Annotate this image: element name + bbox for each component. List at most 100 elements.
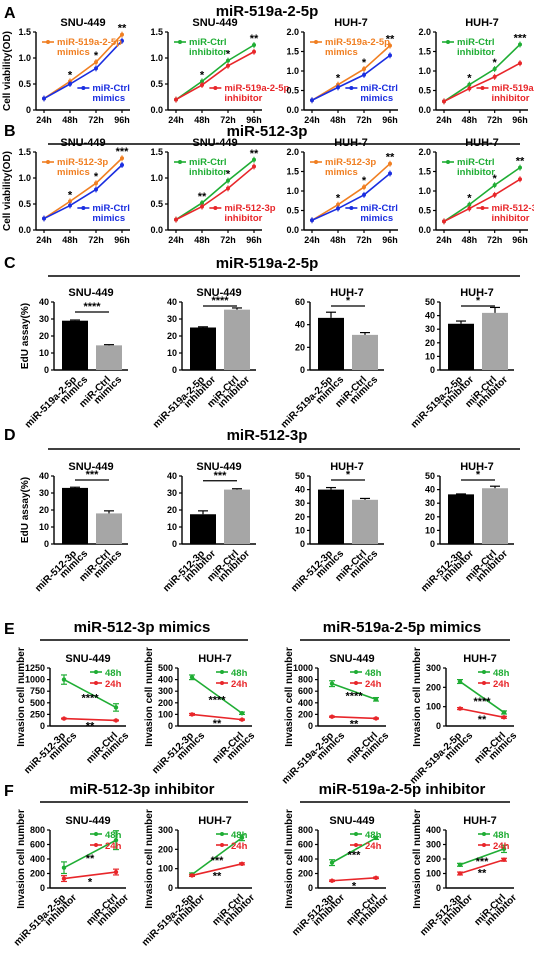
data-point [501, 710, 507, 715]
y-tick-label: 50 [425, 471, 435, 481]
y-tick-label: 10 [167, 348, 177, 358]
series-line [311, 172, 391, 221]
legend-marker [482, 681, 486, 685]
y-tick-label: 30 [39, 314, 49, 324]
y-tick-label: 200 [426, 854, 441, 864]
legend-label: inhibitor [457, 47, 495, 58]
series-line [175, 44, 255, 101]
panel-d-title: miR-512-3p [227, 427, 308, 444]
series-line [63, 839, 117, 869]
y-axis-label: Cell viability(OD) [2, 31, 13, 111]
y-axis-label: Invasion cell number [284, 647, 295, 747]
bar [96, 513, 122, 544]
legend-label: 24h [231, 841, 248, 852]
data-point [252, 164, 256, 169]
data-point [120, 38, 124, 43]
y-tick-label: 400 [30, 854, 45, 864]
y-tick-label: 20 [167, 331, 177, 341]
data-point [239, 717, 245, 722]
data-point [336, 202, 340, 207]
series-line [443, 62, 521, 103]
y-tick-label: 0.0 [150, 105, 163, 115]
legend-marker [354, 832, 358, 836]
significance-label: ** [213, 718, 222, 730]
data-point [252, 157, 256, 162]
legend-label: 48h [493, 830, 510, 841]
y-tick-label: 1.0 [286, 186, 299, 196]
y-tick-label: 30 [167, 314, 177, 324]
panel-b-title: miR-512-3p [227, 123, 308, 140]
x-tick-label: 48h [62, 115, 78, 125]
data-point [226, 58, 230, 63]
chart-title: HUH-7 [198, 653, 232, 665]
legend-label: mimics [325, 167, 358, 178]
y-tick-label: 0.5 [18, 199, 31, 209]
y-axis-label: Invasion cell number [412, 809, 423, 909]
data-point [94, 60, 98, 65]
significance-label: * [94, 50, 99, 62]
y-tick-label: 1.0 [150, 53, 163, 63]
legend-label: 48h [493, 668, 510, 679]
data-point [68, 82, 72, 86]
y-tick-label: 0.5 [18, 79, 31, 89]
significance-label: ** [478, 714, 487, 726]
series-line [311, 54, 391, 101]
y-tick-label: 100 [426, 702, 441, 712]
panel-letter-e: E [4, 621, 15, 638]
series-line [331, 715, 377, 720]
data-point [252, 49, 256, 54]
legend-marker [94, 843, 98, 847]
data-point [68, 199, 72, 204]
data-point [252, 43, 256, 47]
legend-marker [213, 206, 218, 210]
bar [352, 334, 378, 370]
significance-label: * [467, 193, 472, 205]
legend-label: mimics [57, 47, 90, 58]
y-tick-label: 2.0 [418, 27, 431, 37]
chart-title: HUH-7 [460, 461, 494, 473]
data-point [336, 85, 340, 90]
y-tick-label: 2.0 [418, 147, 431, 157]
legend-label: miR-512-3p [491, 203, 534, 214]
y-tick-label: 0 [40, 883, 45, 893]
x-tick-label: 48h [194, 115, 210, 125]
y-tick-label: 20 [167, 505, 177, 515]
y-tick-label: 0 [26, 105, 31, 115]
legend-marker [480, 206, 485, 210]
legend-label: miR-Ctrl [457, 37, 494, 48]
data-point [492, 67, 497, 72]
panel-f-title-right: miR-519a-2-5p inhibitor [319, 781, 486, 798]
y-tick-label: 0.5 [150, 199, 163, 209]
legend-label: miR-Ctrl [360, 203, 397, 214]
significance-label: *** [211, 855, 225, 867]
y-tick-label: 1.5 [150, 27, 163, 37]
series-line [63, 717, 117, 722]
y-tick-label: 100 [158, 709, 173, 719]
chart-title: SNU-449 [68, 287, 113, 299]
legend-marker [220, 670, 224, 674]
legend-label: inhibitor [224, 213, 262, 224]
panel-letter-b: B [4, 123, 16, 140]
data-point [189, 873, 195, 878]
x-tick-label: 72h [487, 115, 503, 125]
chart-title: SNU-449 [329, 815, 374, 827]
y-tick-label: 0 [308, 721, 313, 731]
legend-label: 24h [231, 679, 248, 690]
legend-label: miR-512-3p [224, 203, 275, 214]
x-tick-label: 72h [356, 115, 372, 125]
y-tick-label: 0.5 [150, 79, 163, 89]
y-tick-label: 0 [430, 365, 435, 375]
y-tick-label: 10 [425, 351, 435, 361]
data-point [467, 86, 472, 91]
data-point [362, 72, 366, 77]
series-line [191, 676, 243, 714]
significance-label: * [352, 880, 357, 892]
y-tick-label: 40 [167, 297, 177, 307]
x-tick-label: 24h [168, 115, 184, 125]
y-tick-label: 1.0 [418, 186, 431, 196]
significance-label: ** [250, 33, 259, 45]
legend-label: 24h [493, 841, 510, 852]
data-point [189, 675, 195, 680]
legend-label: miR-Ctrl [457, 157, 494, 168]
y-tick-label: 40 [425, 485, 435, 495]
